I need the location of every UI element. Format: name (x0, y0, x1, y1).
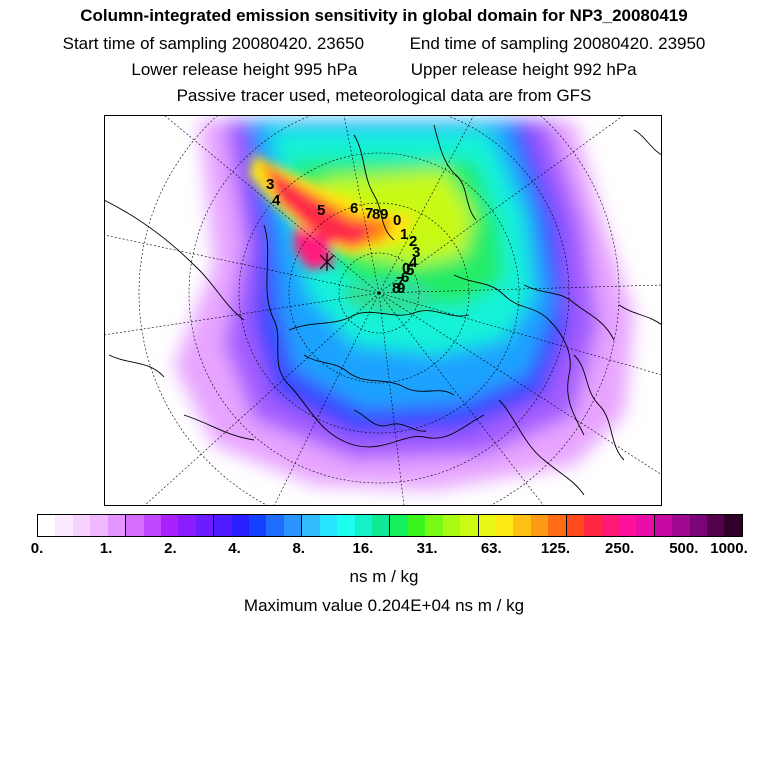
trajectory-label: 3 (266, 176, 274, 193)
colorbar-tick-label: 1. (99, 540, 113, 557)
colorbar-segment (337, 515, 355, 536)
trajectory-label: 0 (402, 260, 410, 277)
colorbar-segment (143, 515, 161, 536)
colorbar-segment (548, 515, 567, 536)
colorbar-tick-label: 1000. (710, 540, 748, 557)
colorbar-segment (566, 515, 585, 536)
trajectory-label: 6 (350, 200, 358, 217)
start-time: Start time of sampling 20080420. 23650 (62, 34, 365, 53)
colorbar-segment (195, 515, 215, 536)
colorbar-segment (38, 515, 56, 536)
colorbar-tick-label: 63. (480, 540, 502, 557)
trajectory-label: 8 (392, 280, 400, 297)
colorbar-segment (55, 515, 73, 536)
colorbar-segment (601, 515, 619, 536)
colorbar-tick-label: 500. (669, 540, 699, 557)
lower-release-height: Lower release height 995 hPa (131, 60, 358, 79)
colorbar-segment (584, 515, 602, 536)
colorbar-segment (178, 515, 196, 536)
colorbar-segment (231, 515, 250, 536)
colorbar-segment (707, 515, 725, 536)
colorbar-segment (214, 515, 232, 536)
colorbar-segment (618, 515, 637, 536)
trajectory-label: 4 (272, 192, 281, 209)
tracer-note: Passive tracer used, meteorological data… (176, 86, 592, 105)
colorbar-segment (689, 515, 708, 536)
colorbar-segment (372, 515, 391, 536)
trajectory-label: 3 (412, 244, 420, 261)
plot-title: Column-integrated emission sensitivity i… (80, 6, 688, 25)
trajectory-label: 0 (393, 212, 401, 229)
colorbar-tick-label: 4. (228, 540, 241, 557)
colorbar-segment (513, 515, 531, 536)
colorbar-segment (90, 515, 108, 536)
colorbar-unit: ns m / kg (349, 567, 419, 586)
colorbar-segment (319, 515, 338, 536)
colorbar-segment (407, 515, 426, 536)
colorbar-segment (672, 515, 690, 536)
colorbar-segment (530, 515, 549, 536)
trajectory-label: 5 (317, 202, 325, 219)
release-location-marker (319, 253, 335, 271)
colorbar-segment (283, 515, 303, 536)
release-heights: Lower release height 995 hPa Upper relea… (0, 60, 768, 80)
maximum-value: Maximum value 0.204E+04 ns m / kg (243, 596, 525, 615)
colorbar-segment (460, 515, 479, 536)
trajectory-label: 9 (397, 280, 405, 297)
colorbar-segment (478, 515, 496, 536)
trajectory-label: 2 (409, 233, 417, 250)
colorbar-segment (425, 515, 443, 536)
trajectory-label: 7 (365, 205, 373, 222)
colorbar-tick-label: 0. (30, 540, 44, 557)
colorbar-tick-label: 16. (352, 540, 374, 557)
colorbar-segment (724, 515, 742, 536)
colorbar-tick-label: 250. (605, 540, 635, 557)
colorbar-segment (126, 515, 144, 536)
trajectory-label: 4 (409, 254, 418, 271)
trajectory-label: 1 (400, 226, 408, 243)
upper-release-height: Upper release height 992 hPa (410, 60, 637, 79)
colorbar-segment (654, 515, 673, 536)
colorbar-tick-label: 31. (416, 540, 438, 557)
colorbar-tick-label: 125. (540, 540, 571, 557)
colorbar-segment (390, 515, 408, 536)
trajectory-label: 8 (372, 206, 380, 223)
colorbar-segment (266, 515, 284, 536)
colorbar-segment (302, 515, 320, 536)
emission-sensitivity-map: 3 4 5 6 7 8 9 0 1 2 3 4 5 6 7 8 9 0 (104, 115, 662, 506)
end-time: End time of sampling 20080420. 23950 (409, 34, 706, 53)
colorbar-tick-label: 2. (164, 540, 177, 557)
trajectory-labels: 3 4 5 6 7 8 9 0 1 2 3 4 5 6 7 8 9 0 (266, 176, 420, 297)
colorbar-segment (249, 515, 267, 536)
colorbar (37, 514, 743, 537)
colorbar-segment (442, 515, 461, 536)
colorbar-segment (495, 515, 514, 536)
trajectory-label: 9 (380, 206, 388, 223)
trajectory-label: 5 (406, 262, 414, 279)
trajectory-label: 7 (396, 274, 404, 291)
colorbar-segment (107, 515, 127, 536)
colorbar-segment (72, 515, 91, 536)
colorbar-tick-label: 8. (292, 540, 305, 557)
sampling-times: Start time of sampling 20080420. 23650 E… (0, 34, 768, 54)
colorbar-segment (354, 515, 373, 536)
graticule (104, 115, 662, 506)
trajectory-label: 6 (401, 269, 409, 286)
coastlines (104, 124, 662, 496)
colorbar-segment (160, 515, 179, 536)
colorbar-segment (636, 515, 655, 536)
